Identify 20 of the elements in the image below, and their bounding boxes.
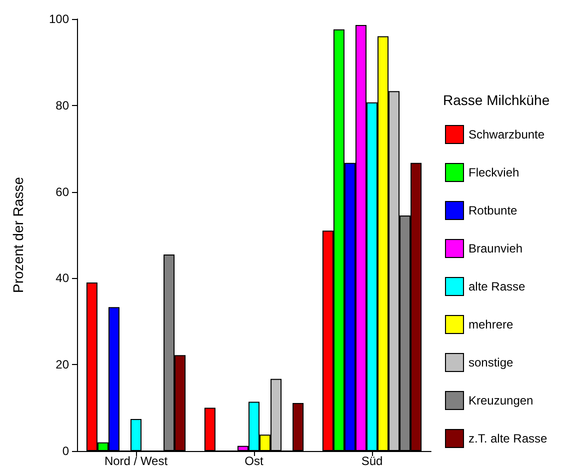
legend-label: sonstige (468, 356, 514, 370)
y-tick-label: 80 (56, 98, 70, 112)
y-tick-label: 0 (62, 444, 70, 458)
legend-label: Kreuzungen (468, 394, 534, 408)
y-tick-label: 60 (56, 184, 70, 199)
legend-label: Braunvieh (468, 242, 523, 256)
y-tick-label: 100 (48, 12, 70, 26)
x-tick-label: Nord / West (104, 454, 168, 468)
legend-label: Fleckvieh (468, 166, 520, 180)
y-tick-label: 40 (56, 271, 70, 286)
y-axis-title: Prozent der Rasse (10, 176, 26, 293)
x-tick-label: Süd (361, 454, 383, 468)
legend-label: Schwarzbunte (468, 128, 545, 142)
legend-label: mehrere (468, 318, 514, 332)
legend-title: Rasse Milchkühe (443, 92, 550, 108)
x-tick-label: Ost (244, 454, 264, 468)
y-tick-label: 20 (56, 358, 70, 372)
legend-label: z.T. alte Rasse (468, 432, 548, 446)
legend-label: alte Rasse (468, 280, 526, 294)
legend-label: Rotbunte (468, 204, 518, 218)
